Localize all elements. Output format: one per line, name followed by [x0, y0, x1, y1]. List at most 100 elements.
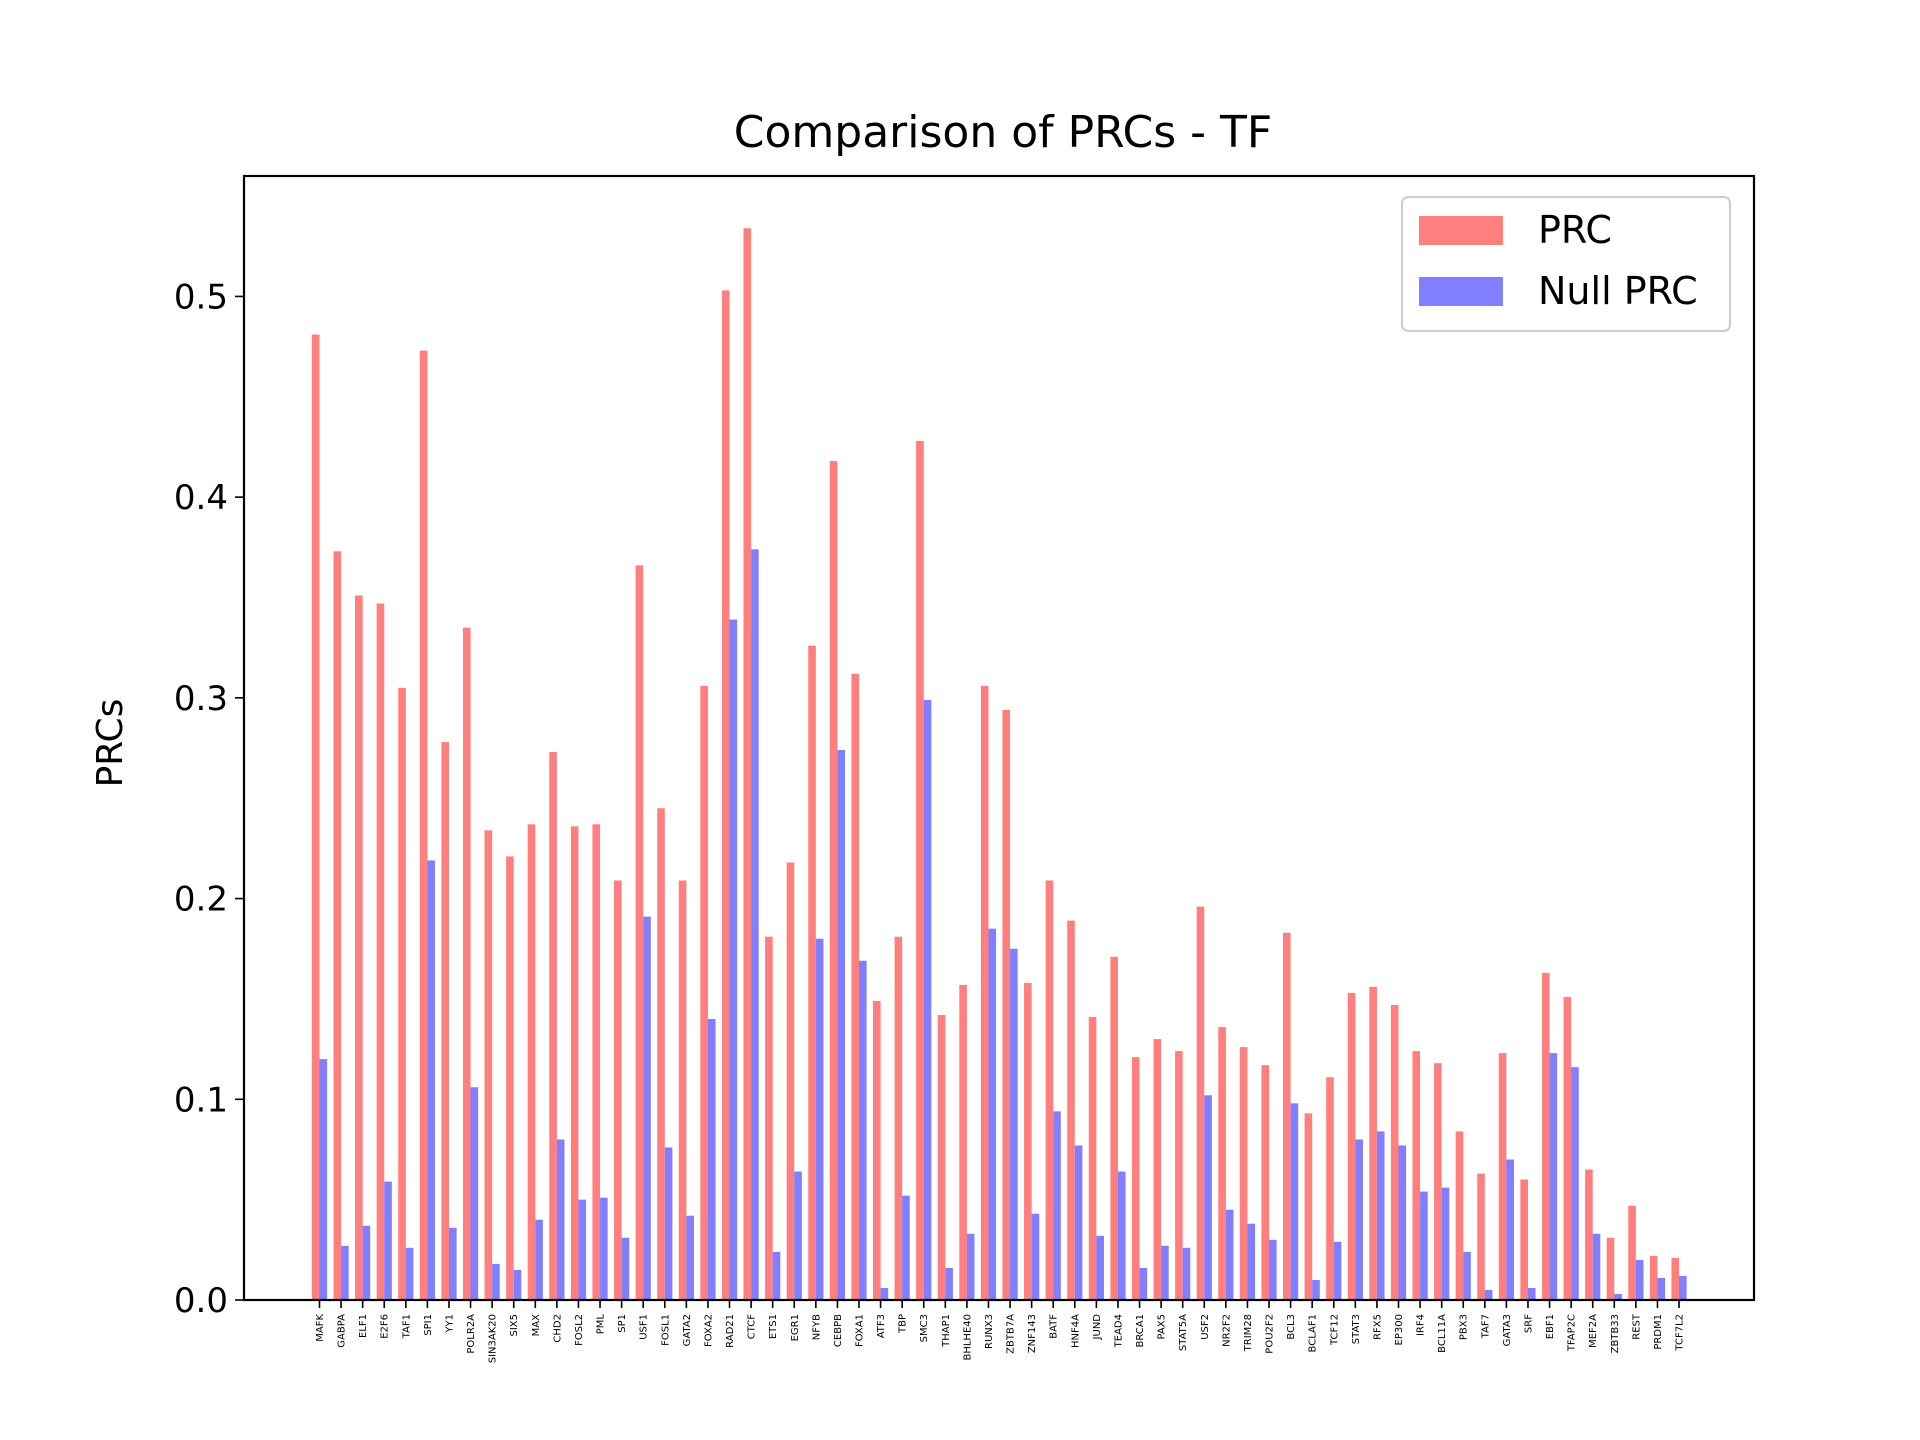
bar-prc-foxa2: [700, 685, 708, 1300]
bar-null-prc-pbx3: [1463, 1251, 1471, 1300]
bar-null-prc-irf4: [1420, 1191, 1428, 1300]
bar-null-prc-atf3: [880, 1287, 889, 1300]
x-tick-label: NR2F2: [1221, 1314, 1232, 1347]
x-tick-label: RAD21: [725, 1314, 736, 1348]
x-tick-label: STAT3: [1351, 1314, 1362, 1344]
x-tick-label: EP300: [1394, 1314, 1405, 1345]
x-tick-label: PML: [596, 1314, 607, 1335]
x-tick-label: CHD2: [552, 1314, 563, 1343]
x-tick-label: JUND: [1092, 1314, 1103, 1341]
bar-prc-srf: [1520, 1179, 1528, 1300]
bar-null-prc-foxa1: [859, 960, 867, 1300]
bar-prc-thap1: [937, 1014, 946, 1300]
y-tick-label: 0.5: [174, 277, 228, 317]
bar-prc-batf: [1045, 880, 1054, 1300]
bar-prc-max: [527, 824, 536, 1300]
bar-null-prc-rfx5: [1376, 1131, 1385, 1300]
legend-swatch-null-prc: [1419, 277, 1503, 306]
x-tick-label: STAT5A: [1178, 1314, 1189, 1351]
x-tick-label: BHLHE40: [962, 1314, 973, 1361]
bar-prc-tfap2c: [1563, 996, 1572, 1300]
x-tick-label: GATA3: [1502, 1314, 1513, 1346]
x-tick-label: FOXA2: [703, 1314, 714, 1347]
x-tick-label: NFYB: [811, 1314, 822, 1340]
bar-null-prc-fosl2: [578, 1199, 587, 1300]
bar-prc-chd2: [549, 752, 557, 1300]
bar-null-prc-e2f6: [384, 1181, 392, 1300]
bar-prc-tcf12: [1326, 1077, 1334, 1300]
bar-prc-sin3ak20: [484, 830, 493, 1300]
bar-null-prc-taf7: [1484, 1289, 1493, 1300]
x-tick-label: GATA2: [682, 1314, 693, 1346]
legend: PRC Null PRC: [1401, 196, 1731, 332]
x-tick-label: BCL11A: [1437, 1314, 1448, 1353]
bar-null-prc-batf: [1053, 1111, 1061, 1300]
x-tick-label: TAF1: [401, 1314, 412, 1339]
bar-prc-ets1: [765, 936, 773, 1300]
x-tick-label: TRIM28: [1243, 1314, 1254, 1352]
bar-null-prc-cebpb: [837, 750, 846, 1300]
bar-null-prc-stat3: [1355, 1139, 1363, 1300]
bar-null-prc-trim28: [1247, 1223, 1256, 1300]
chart-title: Comparison of PRCs - TF: [734, 107, 1272, 158]
bar-null-prc-six5: [513, 1269, 522, 1300]
x-tick-label: IRF4: [1416, 1314, 1427, 1336]
bar-prc-taf7: [1477, 1173, 1485, 1300]
bar-prc-cebpb: [829, 461, 838, 1300]
bar-null-prc-mafk: [319, 1059, 328, 1300]
y-axis-ticks: 0.0 0.1 0.2 0.3 0.4 0.5: [174, 277, 244, 1321]
bar-prc-pou2f2: [1261, 1065, 1270, 1300]
bar-prc-rest: [1628, 1205, 1636, 1300]
bar-prc-rfx5: [1369, 986, 1377, 1300]
bar-prc-usf2: [1196, 906, 1205, 1300]
bar-prc-nfyb: [808, 645, 816, 1300]
bar-null-prc-bhlhe40: [966, 1233, 975, 1300]
bar-prc-tead4: [1110, 956, 1118, 1300]
bar-null-prc-gata2: [686, 1215, 694, 1300]
bar-null-prc-usf1: [643, 916, 651, 1300]
bar-prc-prdm1: [1649, 1255, 1658, 1300]
bar-prc-pax5: [1153, 1039, 1162, 1300]
bar-prc-nr2f2: [1218, 1027, 1226, 1300]
bar-prc-bcl11a: [1434, 1063, 1442, 1300]
bar-prc-bcl3: [1283, 932, 1291, 1300]
bar-prc-six5: [506, 856, 514, 1300]
bar-prc-rad21: [721, 290, 730, 1300]
bar-prc-smc3: [916, 440, 924, 1300]
bar-prc-fosl1: [657, 808, 665, 1300]
bar-prc-tcf7l2: [1671, 1257, 1680, 1300]
bar-null-prc-ep300: [1398, 1145, 1407, 1300]
x-tick-label: ELF1: [358, 1314, 369, 1338]
x-tick-label: EGR1: [790, 1314, 801, 1341]
x-tick-label: BATF: [1049, 1314, 1060, 1339]
x-tick-label: CEBPB: [833, 1314, 844, 1347]
y-tick-label: 0.1: [174, 1080, 228, 1120]
y-tick-label: 0.0: [174, 1281, 228, 1321]
bar-null-prc-polr2a: [470, 1087, 479, 1300]
bar-prc-runx3: [980, 685, 989, 1300]
bar-null-prc-ctcf: [751, 549, 759, 1300]
x-tick-label: FOSL2: [574, 1314, 585, 1346]
bar-null-prc-srf: [1527, 1287, 1536, 1300]
x-tick-label: SP1: [617, 1314, 628, 1333]
x-tick-label: TCF7L2: [1675, 1314, 1686, 1352]
bar-null-prc-tbp: [902, 1195, 910, 1300]
bar-null-prc-tfap2c: [1571, 1067, 1579, 1300]
bar-null-prc-pou2f2: [1269, 1239, 1277, 1300]
bar-prc-bhlhe40: [959, 984, 967, 1300]
x-tick-label: POU2F2: [1265, 1314, 1276, 1354]
bar-null-prc-taf1: [405, 1247, 414, 1300]
bars-group: [311, 228, 1687, 1301]
bar-null-prc-runx3: [988, 928, 997, 1300]
x-tick-label: SIX5: [509, 1314, 520, 1337]
bar-null-prc-max: [535, 1219, 543, 1300]
bar-null-prc-hnf4a: [1074, 1145, 1083, 1300]
bar-prc-tbp: [894, 936, 903, 1300]
x-tick-label: TAF7: [1480, 1314, 1491, 1339]
bar-null-prc-bcl11a: [1441, 1187, 1450, 1300]
bar-null-prc-chd2: [556, 1139, 565, 1300]
bar-prc-fosl2: [570, 826, 579, 1300]
bar-null-prc-nr2f2: [1225, 1209, 1234, 1300]
bar-null-prc-znf143: [1031, 1213, 1040, 1300]
bar-null-prc-rest: [1635, 1259, 1644, 1300]
